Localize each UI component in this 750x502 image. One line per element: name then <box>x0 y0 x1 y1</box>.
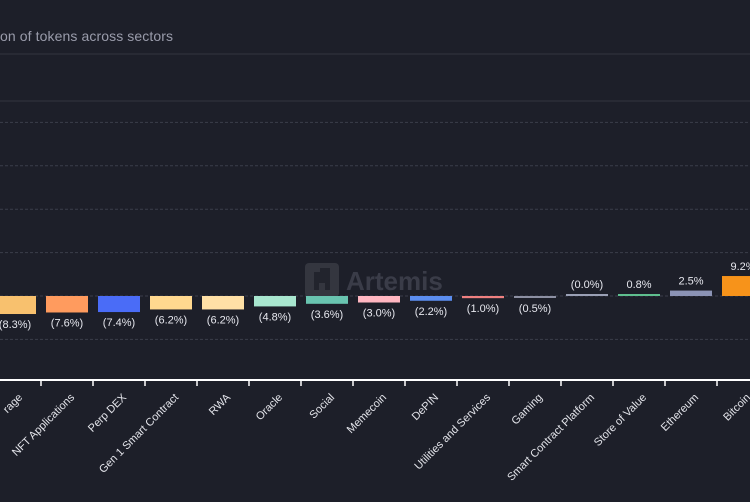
bar-value-label: (0.0%) <box>571 279 603 291</box>
x-tick-label: RWA <box>207 391 234 418</box>
chart-title: on of tokens across sectors <box>0 28 174 44</box>
artemis-watermark: Artemis <box>305 263 443 297</box>
x-tick-label: Bitcoin <box>721 392 750 424</box>
x-tick-label: Social <box>307 392 337 422</box>
bar[interactable] <box>462 296 504 299</box>
bar[interactable] <box>202 296 244 310</box>
bar-value-label: 9.2% <box>730 261 750 273</box>
watermark-text: Artemis <box>346 266 443 296</box>
bar-value-label: 0.8% <box>626 279 651 291</box>
bar-value-label: (7.6%) <box>51 317 83 329</box>
bar[interactable] <box>670 290 712 296</box>
bar-value-label: (3.0%) <box>363 308 395 320</box>
bar-value-label: (3.6%) <box>311 309 343 321</box>
x-tick-label: Gaming <box>509 392 545 428</box>
x-tick-label: Perp DEX <box>86 391 130 435</box>
bar-value-label: 2.5% <box>678 276 703 288</box>
bar-value-label: (0.5%) <box>519 303 551 315</box>
x-tick-label: DePIN <box>410 392 441 423</box>
bar[interactable] <box>46 296 88 313</box>
x-tick-label: Smart Contract Platform <box>505 392 597 484</box>
x-tick-label: Memecoin <box>345 392 389 436</box>
bar-value-label: (1.0%) <box>467 303 499 315</box>
x-tick-label: rage <box>1 392 25 416</box>
x-tick-label: Store of Value <box>592 392 649 449</box>
bar-value-label: (8.3%) <box>0 319 31 331</box>
bar[interactable] <box>358 296 400 303</box>
bar[interactable] <box>0 296 36 315</box>
x-tick-label: Ethereum <box>659 392 701 434</box>
x-tick-label: Oracle <box>254 392 285 423</box>
bar-value-labels: (8.3%) (7.6%) (7.4%) (6.2%) (6.2%) (4.8%) (3.6… <box>0 261 750 331</box>
bar-value-label: (4.8%) <box>259 311 291 323</box>
bars <box>0 276 750 315</box>
bar[interactable] <box>98 296 140 313</box>
bar-value-label: (6.2%) <box>207 314 239 326</box>
bar[interactable] <box>150 296 192 310</box>
bar-value-label: (6.2%) <box>155 314 187 326</box>
bar[interactable] <box>618 294 660 296</box>
bar[interactable] <box>566 294 608 296</box>
bar-value-label: (2.2%) <box>415 306 447 318</box>
bar-value-label: (7.4%) <box>103 317 135 329</box>
bar[interactable] <box>514 296 556 298</box>
bar[interactable] <box>306 296 348 304</box>
artemis-logo-glyph <box>314 268 330 290</box>
bar[interactable] <box>254 296 296 307</box>
bar[interactable] <box>722 276 750 296</box>
bar[interactable] <box>410 296 452 301</box>
x-axis <box>0 379 750 386</box>
